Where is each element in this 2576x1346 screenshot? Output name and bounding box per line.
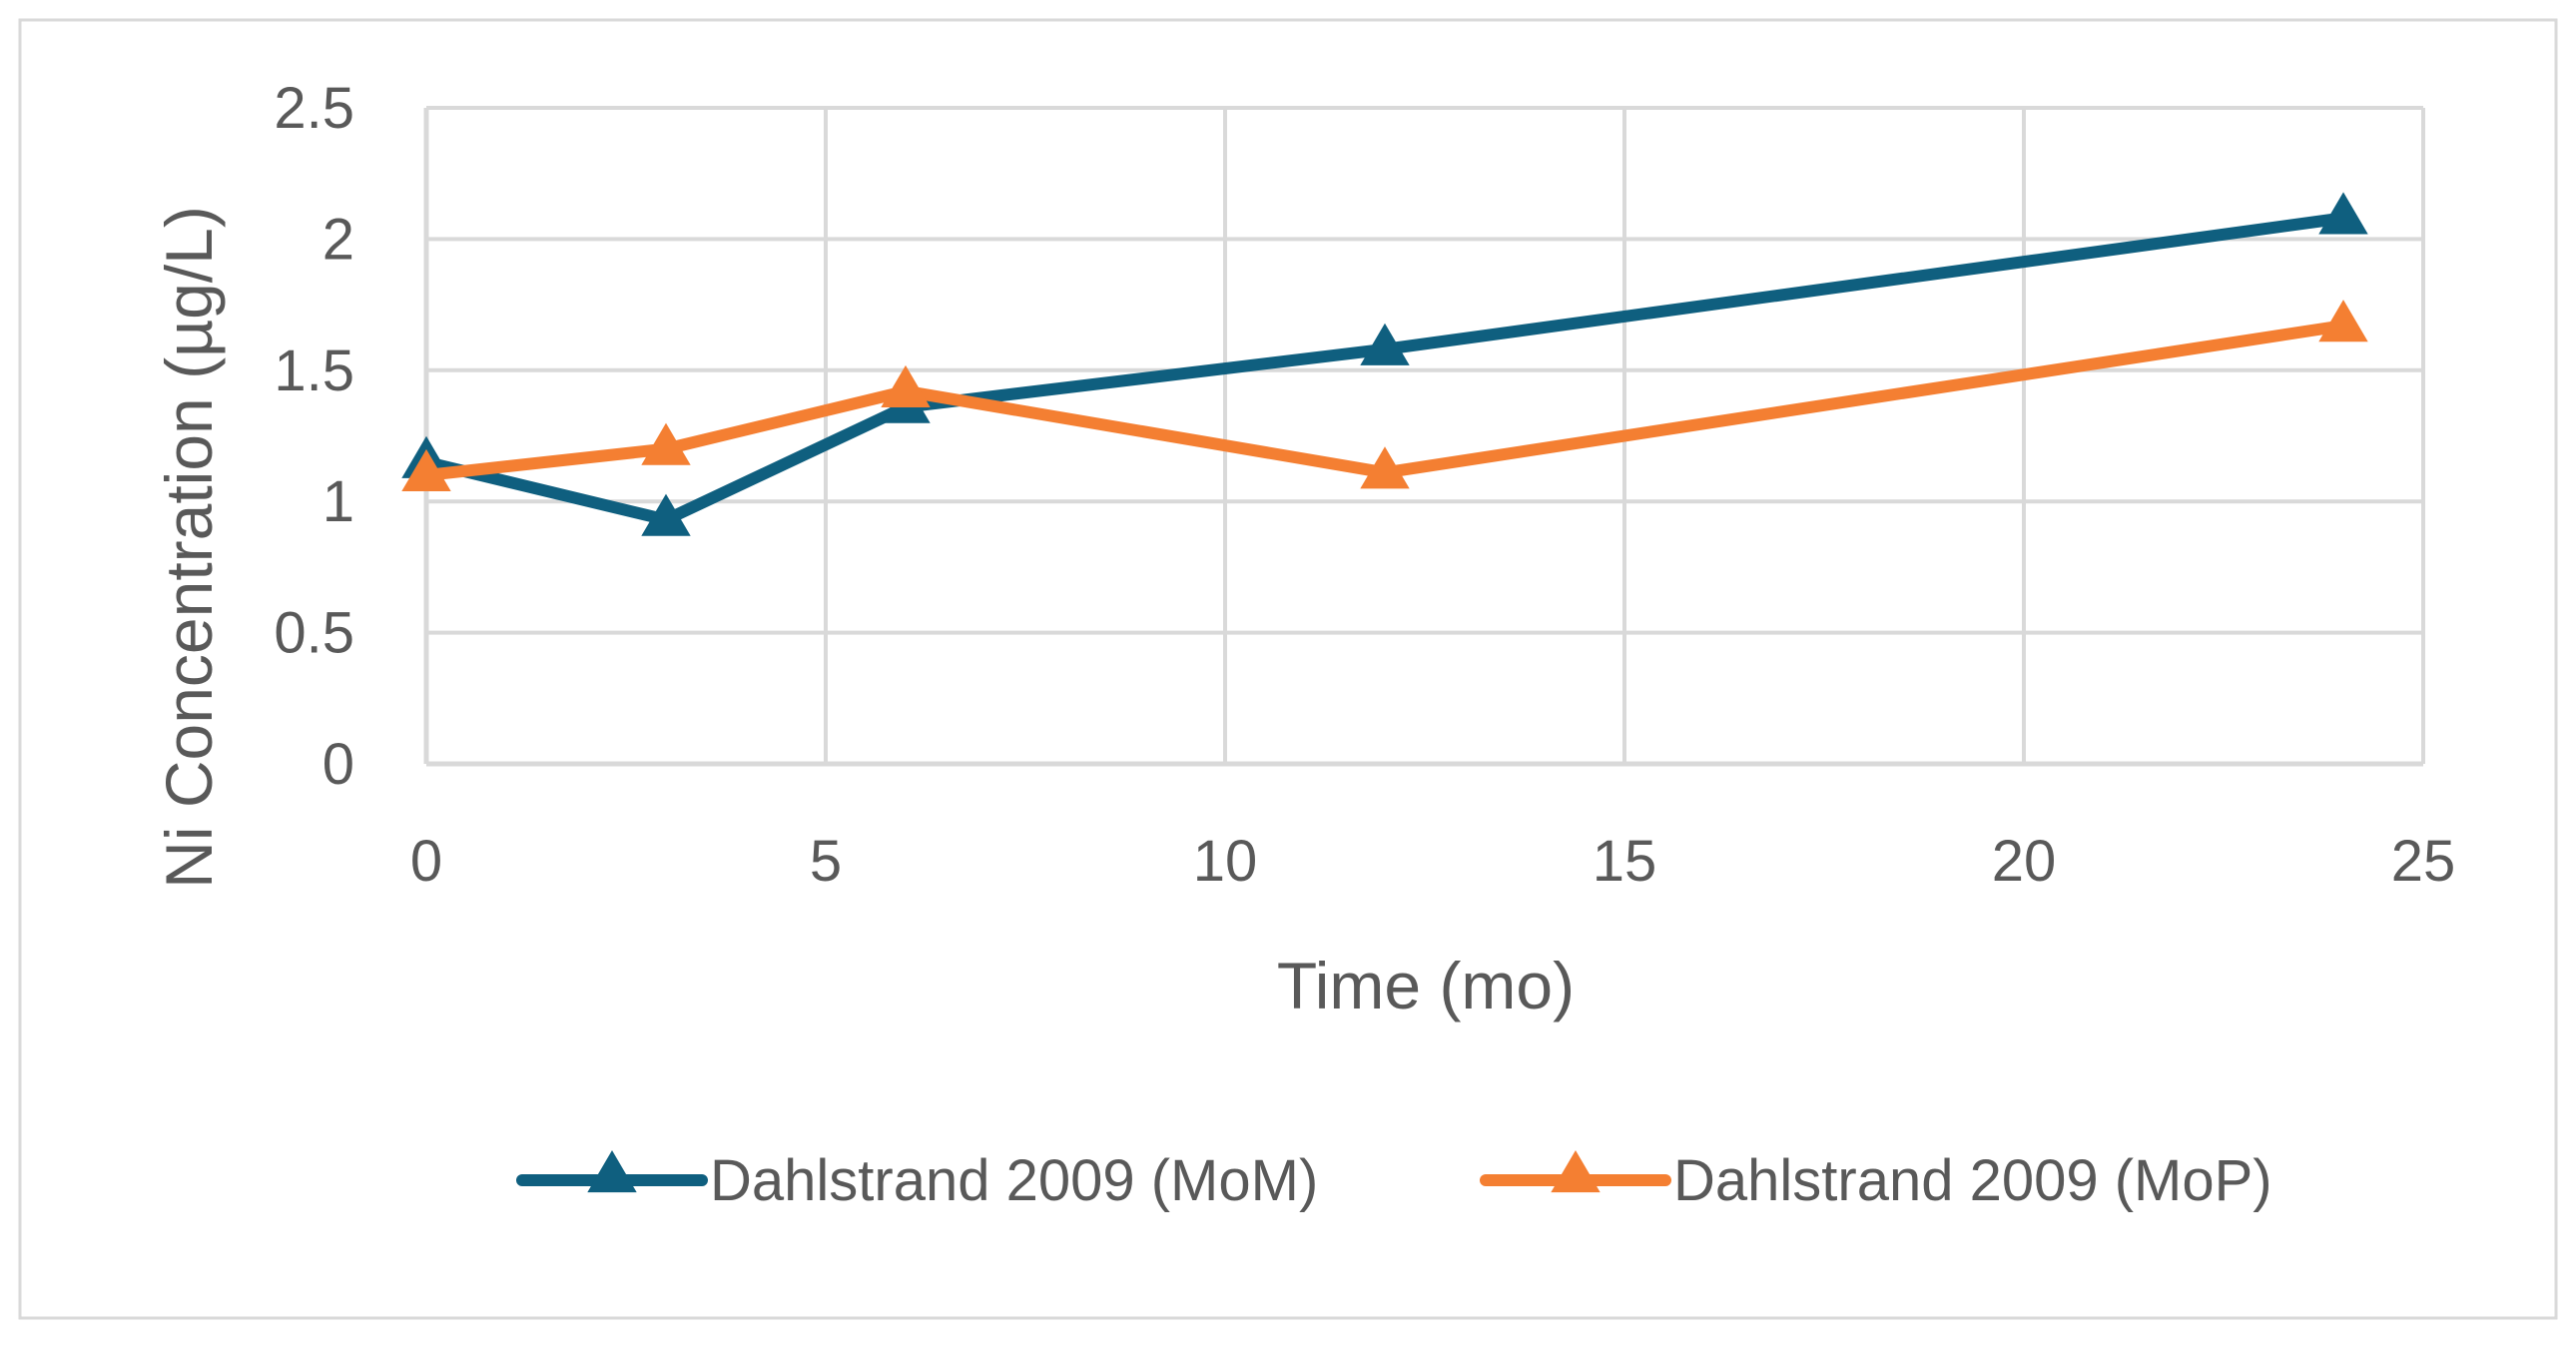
legend-item-1[interactable]: Dahlstrand 2009 (MoM) — [516, 1148, 1318, 1213]
x-tick-label: 5 — [810, 829, 842, 894]
data-point-marker — [1360, 323, 1410, 365]
x-tick-label: 0 — [410, 829, 442, 894]
x-tick-label: 20 — [1992, 829, 2057, 894]
data-point-marker — [1360, 446, 1410, 489]
legend-label: Dahlstrand 2009 (MoP) — [1673, 1148, 2272, 1213]
y-tick-label: 0.5 — [274, 601, 354, 666]
data-point-marker — [641, 493, 691, 536]
tick-labels: 0 0.5 1 1.5 2 2.5 0 5 10 15 20 25 — [274, 76, 2455, 894]
data-point-marker — [881, 364, 931, 407]
x-tick-label: 10 — [1193, 829, 1258, 894]
y-tick-label: 2 — [322, 207, 354, 272]
y-tick-label: 0 — [322, 732, 354, 797]
chart-border — [18, 18, 2558, 1320]
series-layer — [401, 192, 2368, 536]
data-point-marker — [641, 422, 691, 465]
legend-label: Dahlstrand 2009 (MoM) — [710, 1148, 1318, 1213]
data-point-marker — [401, 448, 451, 492]
y-axis-title: Ni Concentration (µg/L) — [152, 206, 226, 889]
y-tick-label: 1.5 — [274, 338, 354, 403]
data-point-marker — [2318, 300, 2368, 342]
legend-marker-icon — [587, 1150, 637, 1193]
data-point-marker — [2318, 192, 2368, 235]
x-tick-label: 15 — [1593, 829, 1657, 894]
series-2 — [401, 300, 2368, 492]
x-tick-label: 25 — [2391, 829, 2456, 894]
legend-marker-icon — [1551, 1150, 1601, 1193]
legend[interactable]: Dahlstrand 2009 (MoM) Dahlstrand 2009 (Mo… — [516, 1148, 2272, 1213]
y-tick-label: 2.5 — [274, 76, 354, 141]
legend-item-2[interactable]: Dahlstrand 2009 (MoP) — [1480, 1148, 2272, 1213]
y-tick-label: 1 — [322, 469, 354, 534]
x-axis-title: Time (mo) — [1277, 949, 1575, 1022]
axes — [423, 108, 2423, 767]
gridlines — [426, 106, 2425, 764]
